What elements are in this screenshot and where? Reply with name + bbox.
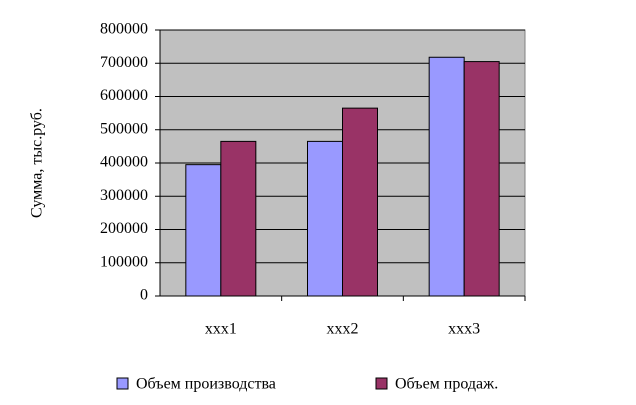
legend-swatch xyxy=(116,377,129,390)
y-tick-label: 400000 xyxy=(100,154,148,171)
y-tick-label: 800000 xyxy=(100,21,148,38)
x-tick-label: xxx1 xyxy=(205,321,237,338)
legend-label: Объем производства xyxy=(136,376,276,393)
y-axis-label: Сумма, тыс.руб. xyxy=(29,108,46,218)
y-tick-label: 600000 xyxy=(100,87,148,104)
y-tick-label: 500000 xyxy=(100,120,148,137)
x-tick-label: xxx2 xyxy=(327,321,359,338)
bar xyxy=(307,140,343,297)
y-tick-label: 300000 xyxy=(100,187,148,204)
bar xyxy=(342,107,378,297)
bar xyxy=(220,140,257,297)
legend-swatch xyxy=(375,377,388,390)
legend-label: Объем продаж. xyxy=(395,376,498,393)
y-tick-label: 200000 xyxy=(100,220,148,237)
y-tick-label: 100000 xyxy=(100,253,148,270)
bar xyxy=(428,56,465,297)
bar xyxy=(185,164,222,297)
bar xyxy=(463,61,500,297)
x-tick-label: xxx3 xyxy=(448,321,480,338)
y-tick-label: 700000 xyxy=(100,54,148,71)
y-tick-label: 0 xyxy=(140,287,148,304)
